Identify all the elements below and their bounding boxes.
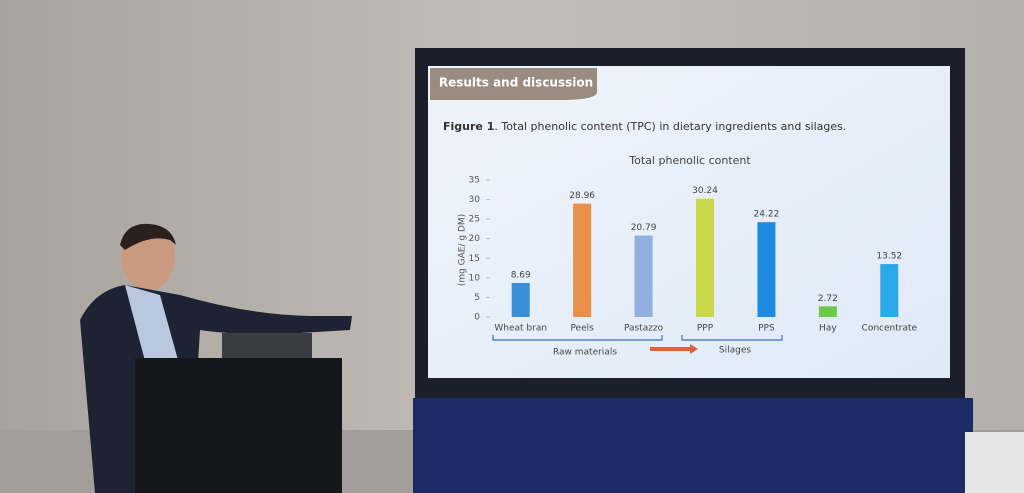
group-brackets	[492, 335, 783, 341]
x-tick-label: Wheat bran	[494, 324, 547, 334]
hair	[120, 223, 176, 250]
podium	[135, 358, 342, 493]
caption: Figure 1. Total phenolic content (TPC) i…	[443, 120, 846, 133]
data-label: 24.22	[754, 210, 780, 220]
data-label: 8.69	[511, 270, 531, 280]
slide	[428, 66, 950, 378]
y-axis-label: (mg GAE/ g DM)	[458, 214, 468, 286]
bar	[573, 203, 592, 317]
caption-text: . Total phenolic content (TPC) in dietar…	[494, 120, 846, 133]
data-label: 2.72	[818, 294, 838, 304]
skirt	[413, 398, 973, 493]
data-label: 28.96	[569, 191, 595, 201]
shirt	[125, 285, 178, 380]
group-label: Silages	[719, 346, 751, 356]
chart-title: Total phenolic content	[628, 154, 751, 167]
x-tick-label: Pastazzo	[624, 324, 664, 334]
projector	[965, 432, 1024, 493]
bar	[634, 235, 653, 317]
bar	[818, 306, 837, 317]
y-tick-label: 10	[469, 273, 481, 283]
x-tick-label: Peels	[570, 324, 594, 334]
bar	[511, 282, 530, 317]
x-tick-label: PPS	[758, 324, 775, 334]
data-label: 30.24	[692, 186, 718, 196]
x-tick-label: Hay	[819, 324, 837, 334]
y-tick-label: 15	[469, 254, 480, 264]
bar	[880, 264, 899, 317]
y-tick-label: 25	[469, 215, 480, 225]
y-tick-label: 35	[469, 176, 480, 186]
y-tick-label: 0	[474, 313, 480, 323]
laptop	[222, 333, 312, 361]
slide-header: Results and discussion	[439, 76, 593, 90]
bar	[757, 222, 776, 317]
y-tick-label: 20	[469, 234, 481, 244]
data-label: 13.52	[876, 252, 902, 262]
caption-label: Figure 1	[443, 120, 494, 133]
arrow-shaft	[650, 347, 690, 351]
group-label: Raw materials	[553, 348, 617, 358]
arrow-head	[690, 344, 698, 354]
bar	[696, 198, 714, 317]
x-tick-label: Concentrate	[862, 324, 918, 334]
header-tab	[430, 68, 597, 100]
y-tick-label: 5	[474, 293, 480, 303]
y-tick-label: 30	[469, 195, 481, 205]
data-label: 20.79	[631, 223, 657, 233]
x-tick-label: PPP	[697, 324, 714, 334]
